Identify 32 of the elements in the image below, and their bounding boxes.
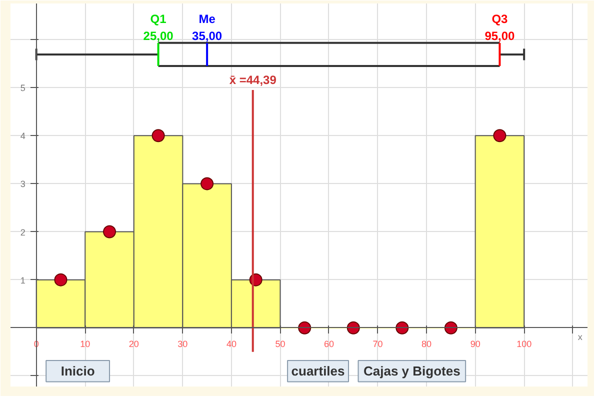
point	[103, 225, 116, 238]
x-tick-label: 20	[128, 338, 139, 349]
x-axis-title: x	[578, 332, 583, 342]
point	[444, 321, 458, 334]
y-tick-label: 1	[20, 275, 26, 286]
ref-line-label: Q3 95,00	[484, 12, 516, 43]
x-tick-label: 60	[324, 338, 334, 349]
annotation: cuartiles	[291, 364, 345, 379]
point	[54, 273, 68, 286]
x-tick-label: 40	[226, 338, 236, 349]
annotation: Cajas y Bigotes	[364, 364, 460, 379]
y-tick-label: 5	[20, 83, 26, 94]
y-tick-label: 4	[20, 131, 26, 142]
y-tick-label: 2	[20, 227, 26, 238]
point	[298, 321, 312, 334]
y-tick-label: 3	[20, 179, 26, 190]
point	[152, 129, 165, 142]
point	[200, 177, 214, 190]
point	[396, 321, 409, 334]
x-tick-label: 10	[80, 338, 90, 349]
x-tick-label: 70	[372, 338, 383, 349]
x-tick-label: 100	[516, 338, 532, 349]
x-tick-label: 30	[178, 338, 188, 349]
point	[493, 129, 506, 142]
x-tick-label: 50	[275, 338, 286, 349]
ref-line-label: x̄ =44,39	[229, 73, 277, 87]
x-tick-label: 80	[422, 338, 432, 349]
annotation: Inicio	[60, 364, 95, 379]
ref-line-label: Me 35,00	[192, 12, 222, 43]
ref-line-label: Q1 25,00	[143, 12, 174, 43]
x-tick-label: 90	[470, 338, 480, 349]
point	[346, 321, 360, 334]
